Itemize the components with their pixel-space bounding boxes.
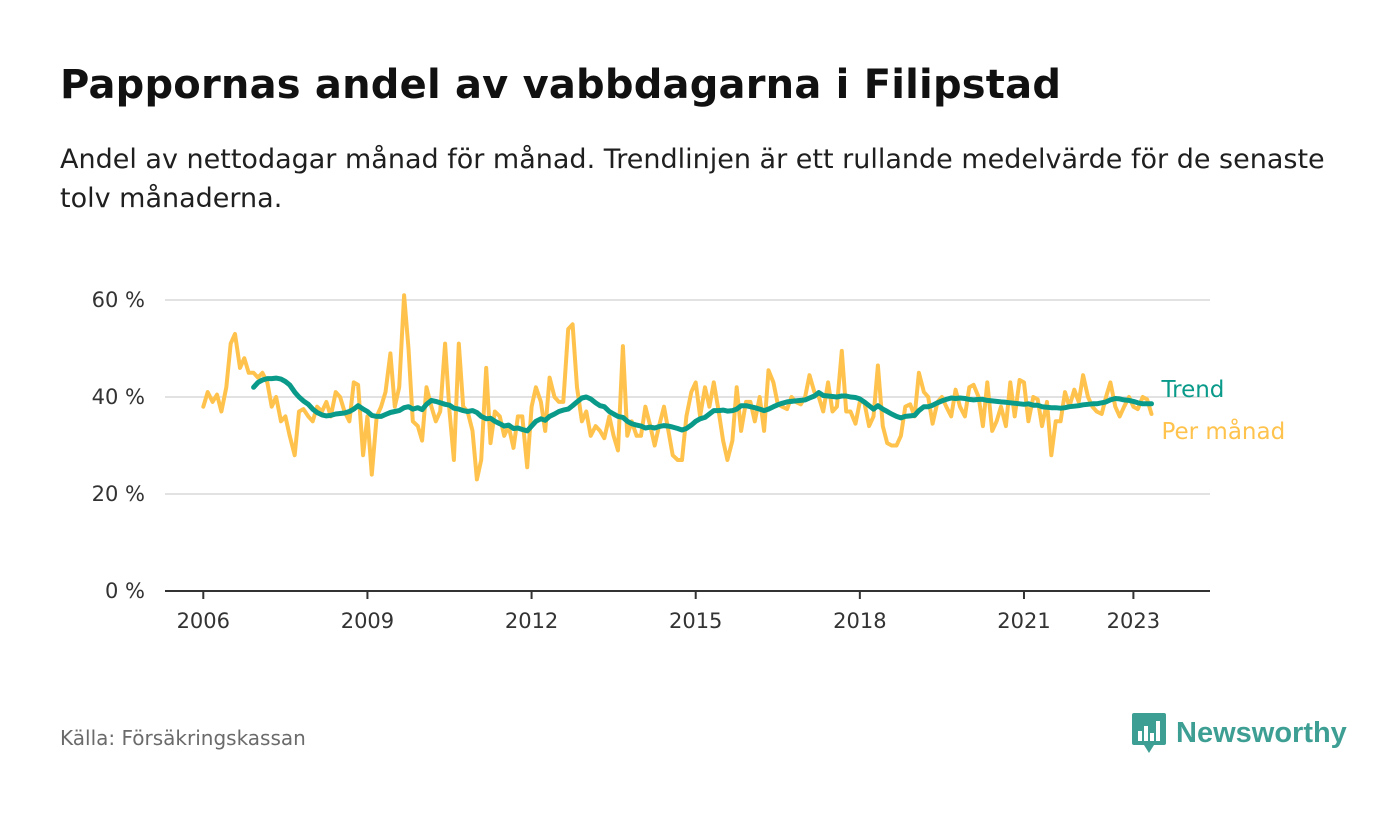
series-line-per-manad (201, 293, 1154, 482)
axes: 0 % 20 % 40 % 60 % 2006 2009 2012 2015 2018 2021 2… (92, 288, 1210, 633)
brand-name: Newsworthy (1176, 716, 1347, 749)
brand-logo[interactable]: Newsworthy (1132, 712, 1347, 754)
y-tick-label: 20 % (92, 482, 145, 506)
y-tick-label: 60 % (92, 288, 145, 312)
x-tick-label: 2021 (997, 609, 1050, 633)
y-tick-label: 40 % (92, 385, 145, 409)
chart-subtitle: Andel av nettodagar månad för månad. Tre… (60, 144, 1325, 214)
series-lines (201, 293, 1154, 482)
legend-label-per-manad: Per månad (1161, 417, 1285, 445)
series-line-trend (251, 375, 1154, 434)
x-tick-label: 2015 (669, 609, 722, 633)
y-tick-label: 0 % (105, 579, 145, 603)
x-tick-label: 2012 (505, 609, 558, 633)
x-tick-label: 2018 (833, 609, 886, 633)
legend-label-trend: Trend (1160, 377, 1224, 403)
grid-lines (165, 299, 1210, 495)
chart-title: Pappornas andel av vabbdagarna i Filipst… (60, 62, 1062, 108)
x-tick-label: 2006 (177, 609, 230, 633)
source-note: Källa: Försäkringskassan (60, 726, 306, 750)
legend: Trend Per månad (1160, 377, 1285, 445)
newsworthy-logo-icon (1132, 713, 1166, 753)
x-tick-label: 2009 (341, 609, 394, 633)
x-tick-label: 2023 (1107, 609, 1160, 633)
